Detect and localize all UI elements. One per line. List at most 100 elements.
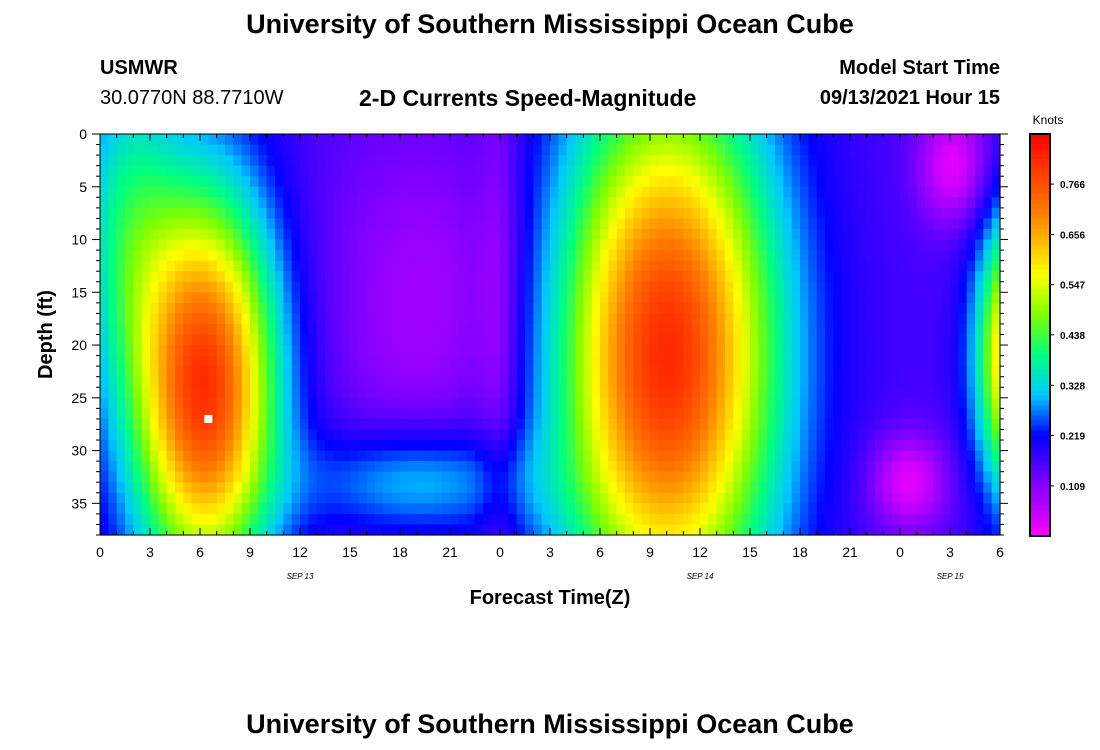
heatmap-cell	[508, 197, 518, 209]
heatmap-cell	[208, 524, 218, 536]
heatmap-cell	[725, 144, 734, 156]
heatmap-cell	[116, 281, 126, 293]
heatmap-cell	[483, 440, 493, 452]
heatmap-cell	[241, 165, 251, 177]
heatmap-cell	[558, 366, 568, 378]
heatmap-cell	[241, 366, 251, 378]
heatmap-cell	[700, 513, 709, 526]
heatmap-cell	[516, 366, 526, 378]
heatmap-cell	[683, 134, 693, 146]
heatmap-cell	[250, 302, 259, 314]
heatmap-cell	[816, 165, 826, 177]
heatmap-cell	[683, 334, 693, 346]
heatmap-cell	[691, 471, 701, 483]
heatmap-cell	[375, 281, 384, 293]
heatmap-cell	[191, 345, 201, 357]
heatmap-cell	[858, 450, 868, 462]
heatmap-cell	[591, 387, 601, 399]
heatmap-cell	[408, 503, 418, 515]
heatmap-cell	[675, 281, 684, 293]
heatmap-cell	[900, 165, 909, 177]
heatmap-cell	[741, 260, 751, 272]
heatmap-cell	[416, 207, 426, 220]
heatmap-cell	[750, 376, 759, 388]
heatmap-cell	[308, 482, 318, 494]
heatmap-cell	[866, 492, 876, 504]
heatmap-cell	[125, 144, 134, 156]
heatmap-cell	[241, 302, 251, 314]
heatmap-cell	[291, 513, 301, 526]
heatmap-cell	[550, 376, 559, 388]
heatmap-cell	[783, 366, 793, 378]
heatmap-cell	[558, 397, 568, 409]
heatmap-cell	[941, 387, 951, 399]
heatmap-cell	[175, 345, 184, 357]
heatmap-cell	[808, 186, 818, 198]
heatmap-cell	[650, 450, 659, 462]
heatmap-cell	[950, 134, 959, 146]
heatmap-cell	[741, 239, 751, 251]
heatmap-cell	[441, 313, 451, 325]
heatmap-cell	[133, 482, 143, 494]
heatmap-cell	[950, 176, 959, 188]
heatmap-cell	[491, 281, 501, 293]
heatmap-cell	[308, 281, 318, 293]
heatmap-cell	[650, 408, 659, 420]
heatmap-cell	[808, 218, 818, 230]
heatmap-cell	[783, 345, 793, 357]
heatmap-cell	[666, 155, 676, 167]
heatmap-cell	[700, 429, 709, 441]
heatmap-cell	[375, 387, 384, 399]
heatmap-cell	[141, 260, 151, 272]
heatmap-cell	[391, 471, 401, 483]
heatmap-cell	[533, 387, 543, 399]
heatmap-cell	[716, 366, 726, 378]
heatmap-cell	[966, 418, 976, 431]
heatmap-cell	[225, 228, 234, 241]
heatmap-cell	[758, 250, 768, 262]
heatmap-cell	[975, 239, 984, 251]
heatmap-cell	[416, 186, 426, 198]
heatmap-cell	[541, 155, 551, 167]
heatmap-cell	[566, 461, 576, 473]
heatmap-cell	[291, 471, 301, 483]
heatmap-cell	[425, 387, 434, 399]
heatmap-cell	[308, 376, 318, 388]
heatmap-cell	[225, 440, 234, 452]
heatmap-cell	[366, 281, 376, 293]
heatmap-cell	[900, 239, 909, 251]
heatmap-cell	[516, 471, 526, 483]
heatmap-cell	[208, 440, 218, 452]
heatmap-cell	[991, 250, 1001, 262]
heatmap-cell	[650, 513, 659, 526]
heatmap-cell	[441, 492, 451, 504]
heatmap-cell	[450, 176, 459, 188]
heatmap-cell	[625, 513, 634, 526]
heatmap-cell	[391, 450, 401, 462]
max-marker	[204, 414, 213, 423]
heatmap-cell	[958, 165, 968, 177]
heatmap-cell	[908, 250, 918, 262]
heatmap-cell	[675, 440, 684, 452]
heatmap-cell	[291, 429, 301, 441]
heatmap-cell	[458, 408, 468, 420]
heatmap-cell	[225, 281, 234, 293]
heatmap-cell	[691, 144, 701, 156]
heatmap-cell	[825, 440, 834, 452]
heatmap-cell	[458, 239, 468, 251]
heatmap-cell	[158, 366, 168, 378]
heatmap-cell	[366, 376, 376, 388]
heatmap-cell	[683, 292, 693, 304]
heatmap-cell	[925, 144, 934, 156]
heatmap-cell	[116, 144, 126, 156]
heatmap-cell	[641, 239, 651, 251]
heatmap-cell	[933, 503, 943, 515]
heatmap-cell	[283, 387, 293, 399]
heatmap-cell	[791, 292, 801, 304]
heatmap-cell	[366, 228, 376, 241]
heatmap-cell	[991, 186, 1001, 198]
heatmap-cell	[225, 134, 234, 146]
heatmap-cell	[266, 250, 276, 262]
heatmap-cell	[658, 334, 668, 346]
heatmap-cell	[950, 292, 959, 304]
